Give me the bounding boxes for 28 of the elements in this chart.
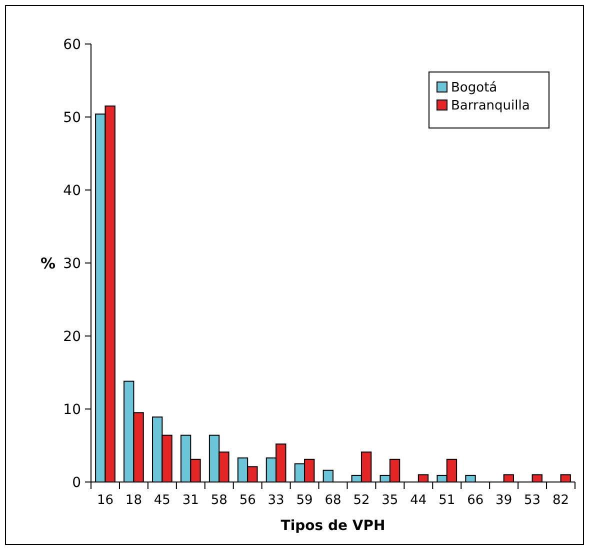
x-tick-label: 35 [382,493,398,508]
x-tick-label: 56 [239,493,256,508]
y-tick-label: 10 [63,402,81,418]
x-tick-label: 39 [496,493,512,508]
legend-label: Barranquilla [451,98,530,114]
y-tick-label: 0 [72,474,81,491]
legend-label: Bogotá [451,80,498,96]
x-tick-label: 51 [438,493,456,508]
x-tick-label: 58 [210,493,228,508]
x-axis-title: Tipos de VPH [280,518,386,534]
x-tick-label: 52 [353,493,370,508]
x-tick-label: 53 [524,493,541,508]
x-tick-label: 66 [467,493,484,508]
x-tick-label: 68 [324,493,342,508]
x-tick-label: 18 [125,493,142,508]
y-tick-label: 20 [63,328,81,345]
x-tick-label: 59 [296,493,313,508]
y-tick-label: 50 [63,110,81,126]
y-tick-label: 40 [63,182,81,199]
x-tick-label: 31 [182,493,199,508]
x-tick-label: 45 [154,493,170,508]
x-tick-label: 33 [268,493,284,508]
x-tick-label: 44 [410,493,427,508]
y-tick-label: 30 [63,256,81,272]
y-tick-label: 60 [63,36,81,53]
x-tick-label: 16 [96,493,114,508]
y-axis-title: % [40,254,56,272]
x-tick-label: 82 [552,493,570,508]
